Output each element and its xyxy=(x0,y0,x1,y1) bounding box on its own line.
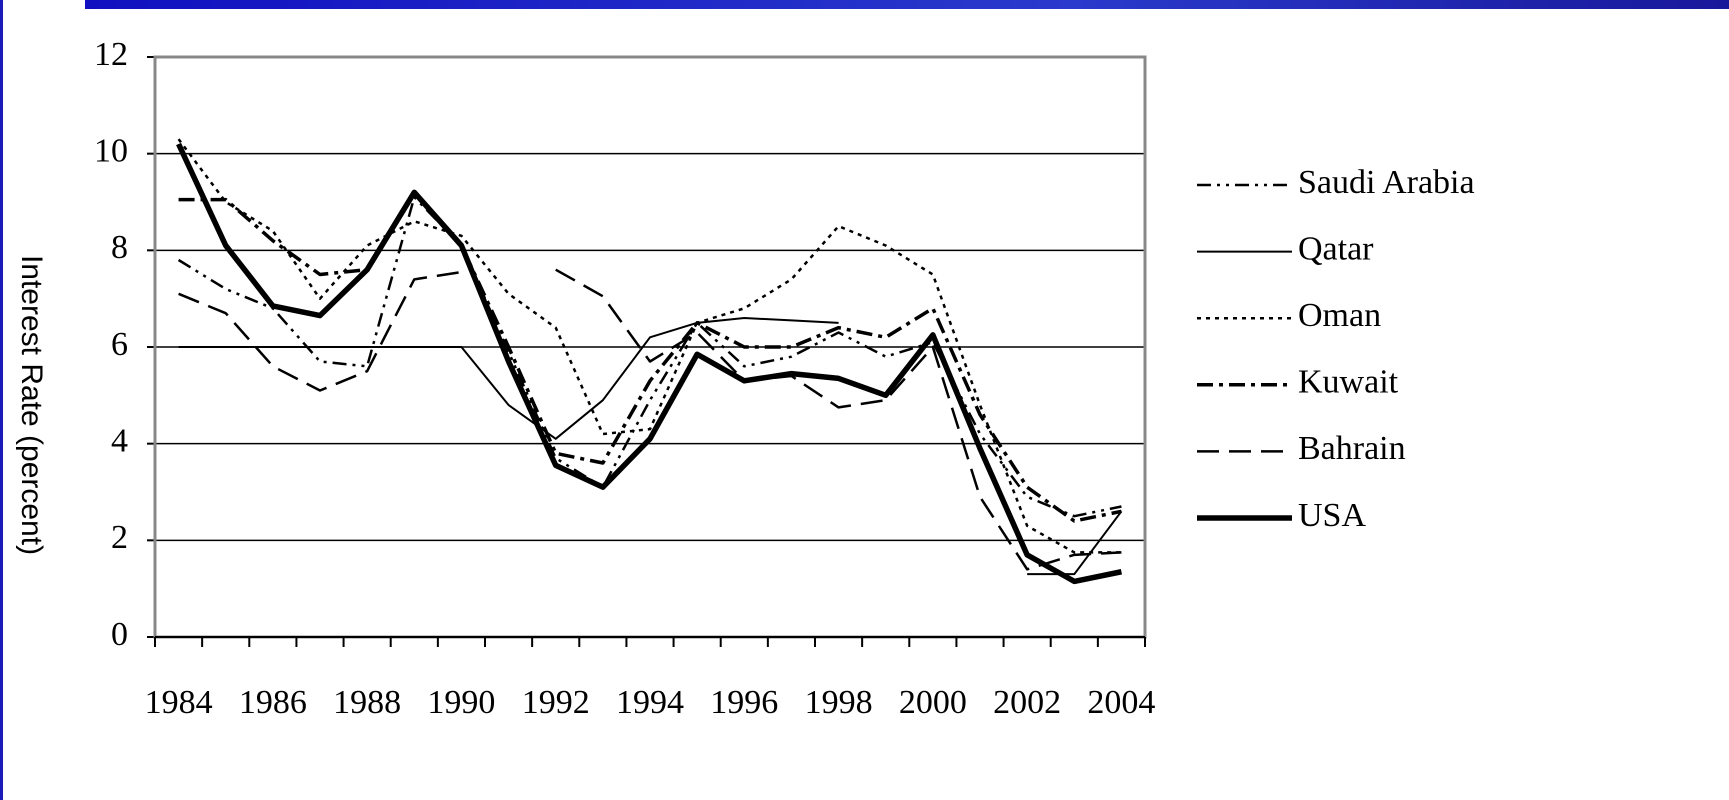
y-tick-label: 6 xyxy=(111,326,128,363)
y-axis-title: Interest Rate (percent) xyxy=(15,255,48,555)
x-tick-label: 2000 xyxy=(899,684,967,721)
x-tick-label: 1986 xyxy=(239,684,307,721)
legend-label: USA xyxy=(1298,497,1366,534)
y-tick-label: 12 xyxy=(94,36,128,73)
legend-label: Kuwait xyxy=(1298,364,1399,401)
line-series xyxy=(176,142,1122,585)
line-series xyxy=(178,317,1123,576)
line-series xyxy=(177,195,1122,518)
line-series xyxy=(178,190,1122,523)
y-tick-label: 2 xyxy=(111,519,128,556)
left-bar xyxy=(0,0,3,800)
x-tick-label: 1990 xyxy=(427,684,495,721)
x-tick-label: 2004 xyxy=(1087,684,1155,721)
line-series xyxy=(177,138,1122,554)
x-tick-label: 1994 xyxy=(616,684,684,721)
top-bar xyxy=(85,0,1729,9)
x-tick-label: 1998 xyxy=(805,684,873,721)
legend-label: Qatar xyxy=(1298,230,1374,267)
y-tick-label: 4 xyxy=(111,422,128,459)
x-tick-label: 2002 xyxy=(993,684,1061,721)
x-tick-label: 1984 xyxy=(145,684,213,721)
legend-label: Oman xyxy=(1298,297,1381,334)
y-tick-label: 0 xyxy=(111,616,128,653)
legend-label: Bahrain xyxy=(1298,430,1406,467)
y-tick-label: 10 xyxy=(94,132,128,169)
x-tick-label: 1992 xyxy=(522,684,590,721)
legend-label: Saudi Arabia xyxy=(1298,164,1475,201)
y-tick-label: 8 xyxy=(111,229,128,266)
x-tick-label: 1988 xyxy=(333,684,401,721)
x-tick-label: 1996 xyxy=(710,684,778,721)
line-series xyxy=(178,268,1122,571)
